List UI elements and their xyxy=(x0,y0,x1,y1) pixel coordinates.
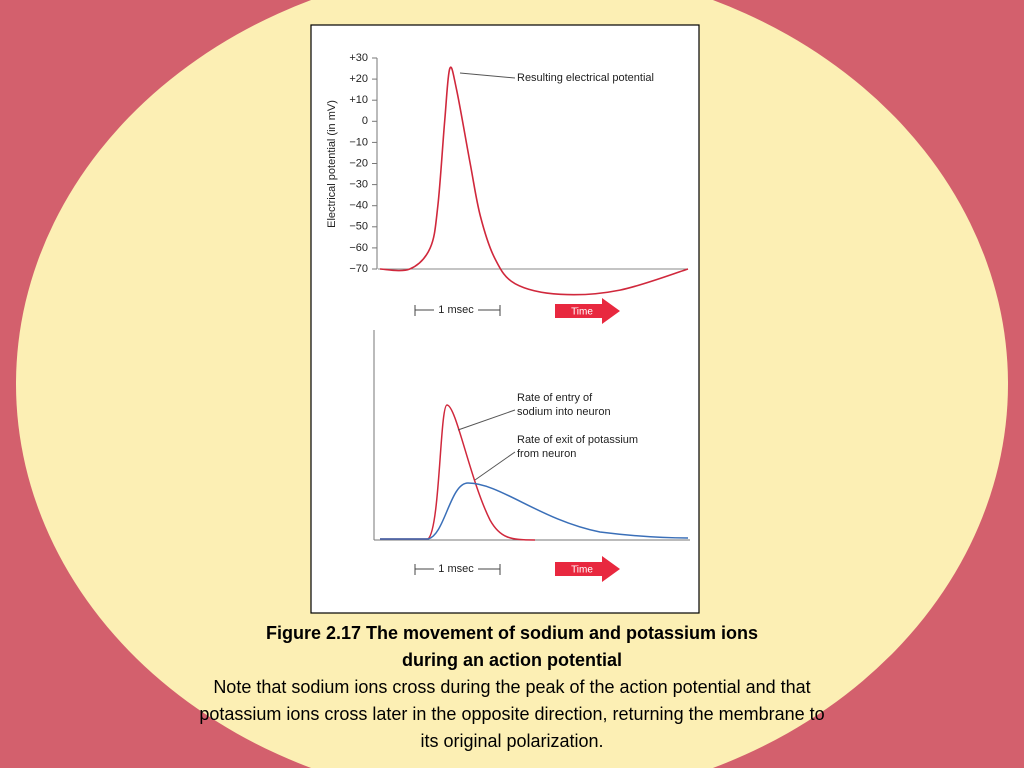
caption-body: potassium ions cross later in the opposi… xyxy=(199,704,824,724)
leader-line xyxy=(459,72,516,79)
scale-label: 1 msec xyxy=(438,563,474,575)
figure-box xyxy=(310,24,700,614)
annotation: from neuron xyxy=(517,448,576,460)
annotation: sodium into neuron xyxy=(517,406,611,418)
top-chart: Electrical potential (in mV) Resulting e… xyxy=(326,52,689,324)
caption-body: its original polarization. xyxy=(420,731,603,751)
y-tick-label: −50 xyxy=(349,221,368,233)
y-axis-label: Electrical potential (in mV) xyxy=(326,100,338,228)
time-arrow xyxy=(555,556,620,582)
y-tick-label: −30 xyxy=(349,179,368,191)
scale-bar xyxy=(414,564,501,575)
time-arrow xyxy=(555,298,620,324)
y-tick-label: −60 xyxy=(349,242,368,254)
leader-line xyxy=(474,451,516,481)
caption-title: Figure 2.17 The movement of sodium and p… xyxy=(266,623,758,643)
annotation: Rate of exit of potassium xyxy=(517,434,638,446)
potassium-curve xyxy=(380,482,689,540)
y-tick-label: −40 xyxy=(349,200,368,212)
annotation: Rate of entry of xyxy=(517,392,593,404)
sodium-curve xyxy=(380,404,536,541)
scale-label: 1 msec xyxy=(438,304,474,316)
y-tick-label: 0 xyxy=(362,115,368,127)
y-tick-label: +30 xyxy=(349,52,368,64)
caption-body: Note that sodium ions cross during the p… xyxy=(213,677,810,697)
annotation: Resulting electrical potential xyxy=(517,72,654,84)
time-label: Time xyxy=(571,307,593,318)
y-tick-label: +10 xyxy=(349,94,368,106)
leader-line xyxy=(457,409,516,431)
caption-title: during an action potential xyxy=(402,650,622,670)
y-tick-label: +20 xyxy=(349,73,368,85)
potential-line xyxy=(379,66,689,296)
time-label: Time xyxy=(571,565,593,576)
y-tick-label: −20 xyxy=(349,157,368,169)
y-tick-label: −10 xyxy=(349,136,368,148)
y-tick-label: −70 xyxy=(349,263,368,275)
lower-chart: Rate of entry of sodium into neuron Rate… xyxy=(373,330,690,582)
scale-bar xyxy=(414,305,501,316)
